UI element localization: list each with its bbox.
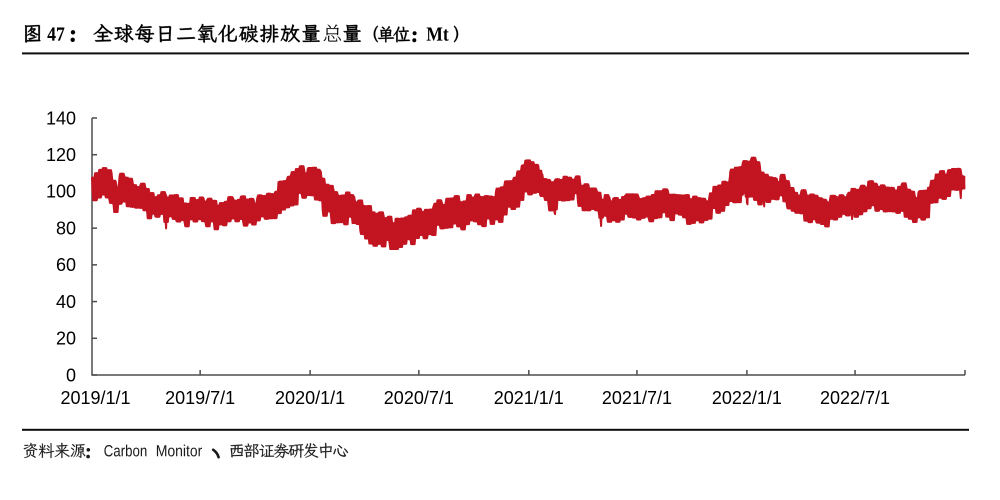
svg-text:120: 120 <box>46 145 76 165</box>
svg-text:2022/1/1: 2022/1/1 <box>712 388 782 408</box>
svg-text:2020/7/1: 2020/7/1 <box>384 388 454 408</box>
svg-text:20: 20 <box>56 329 76 349</box>
svg-text:2019/1/1: 2019/1/1 <box>60 388 130 408</box>
svg-text:80: 80 <box>56 218 76 238</box>
svg-text:0: 0 <box>66 365 76 385</box>
svg-text:140: 140 <box>46 108 76 128</box>
svg-text:2021/7/1: 2021/7/1 <box>602 388 672 408</box>
svg-text:2020/1/1: 2020/1/1 <box>275 388 345 408</box>
svg-text:100: 100 <box>46 182 76 202</box>
svg-text:2022/7/1: 2022/7/1 <box>820 388 890 408</box>
svg-text:40: 40 <box>56 292 76 312</box>
svg-text:2019/7/1: 2019/7/1 <box>165 388 235 408</box>
svg-text:2021/1/1: 2021/1/1 <box>494 388 564 408</box>
svg-text:60: 60 <box>56 255 76 275</box>
